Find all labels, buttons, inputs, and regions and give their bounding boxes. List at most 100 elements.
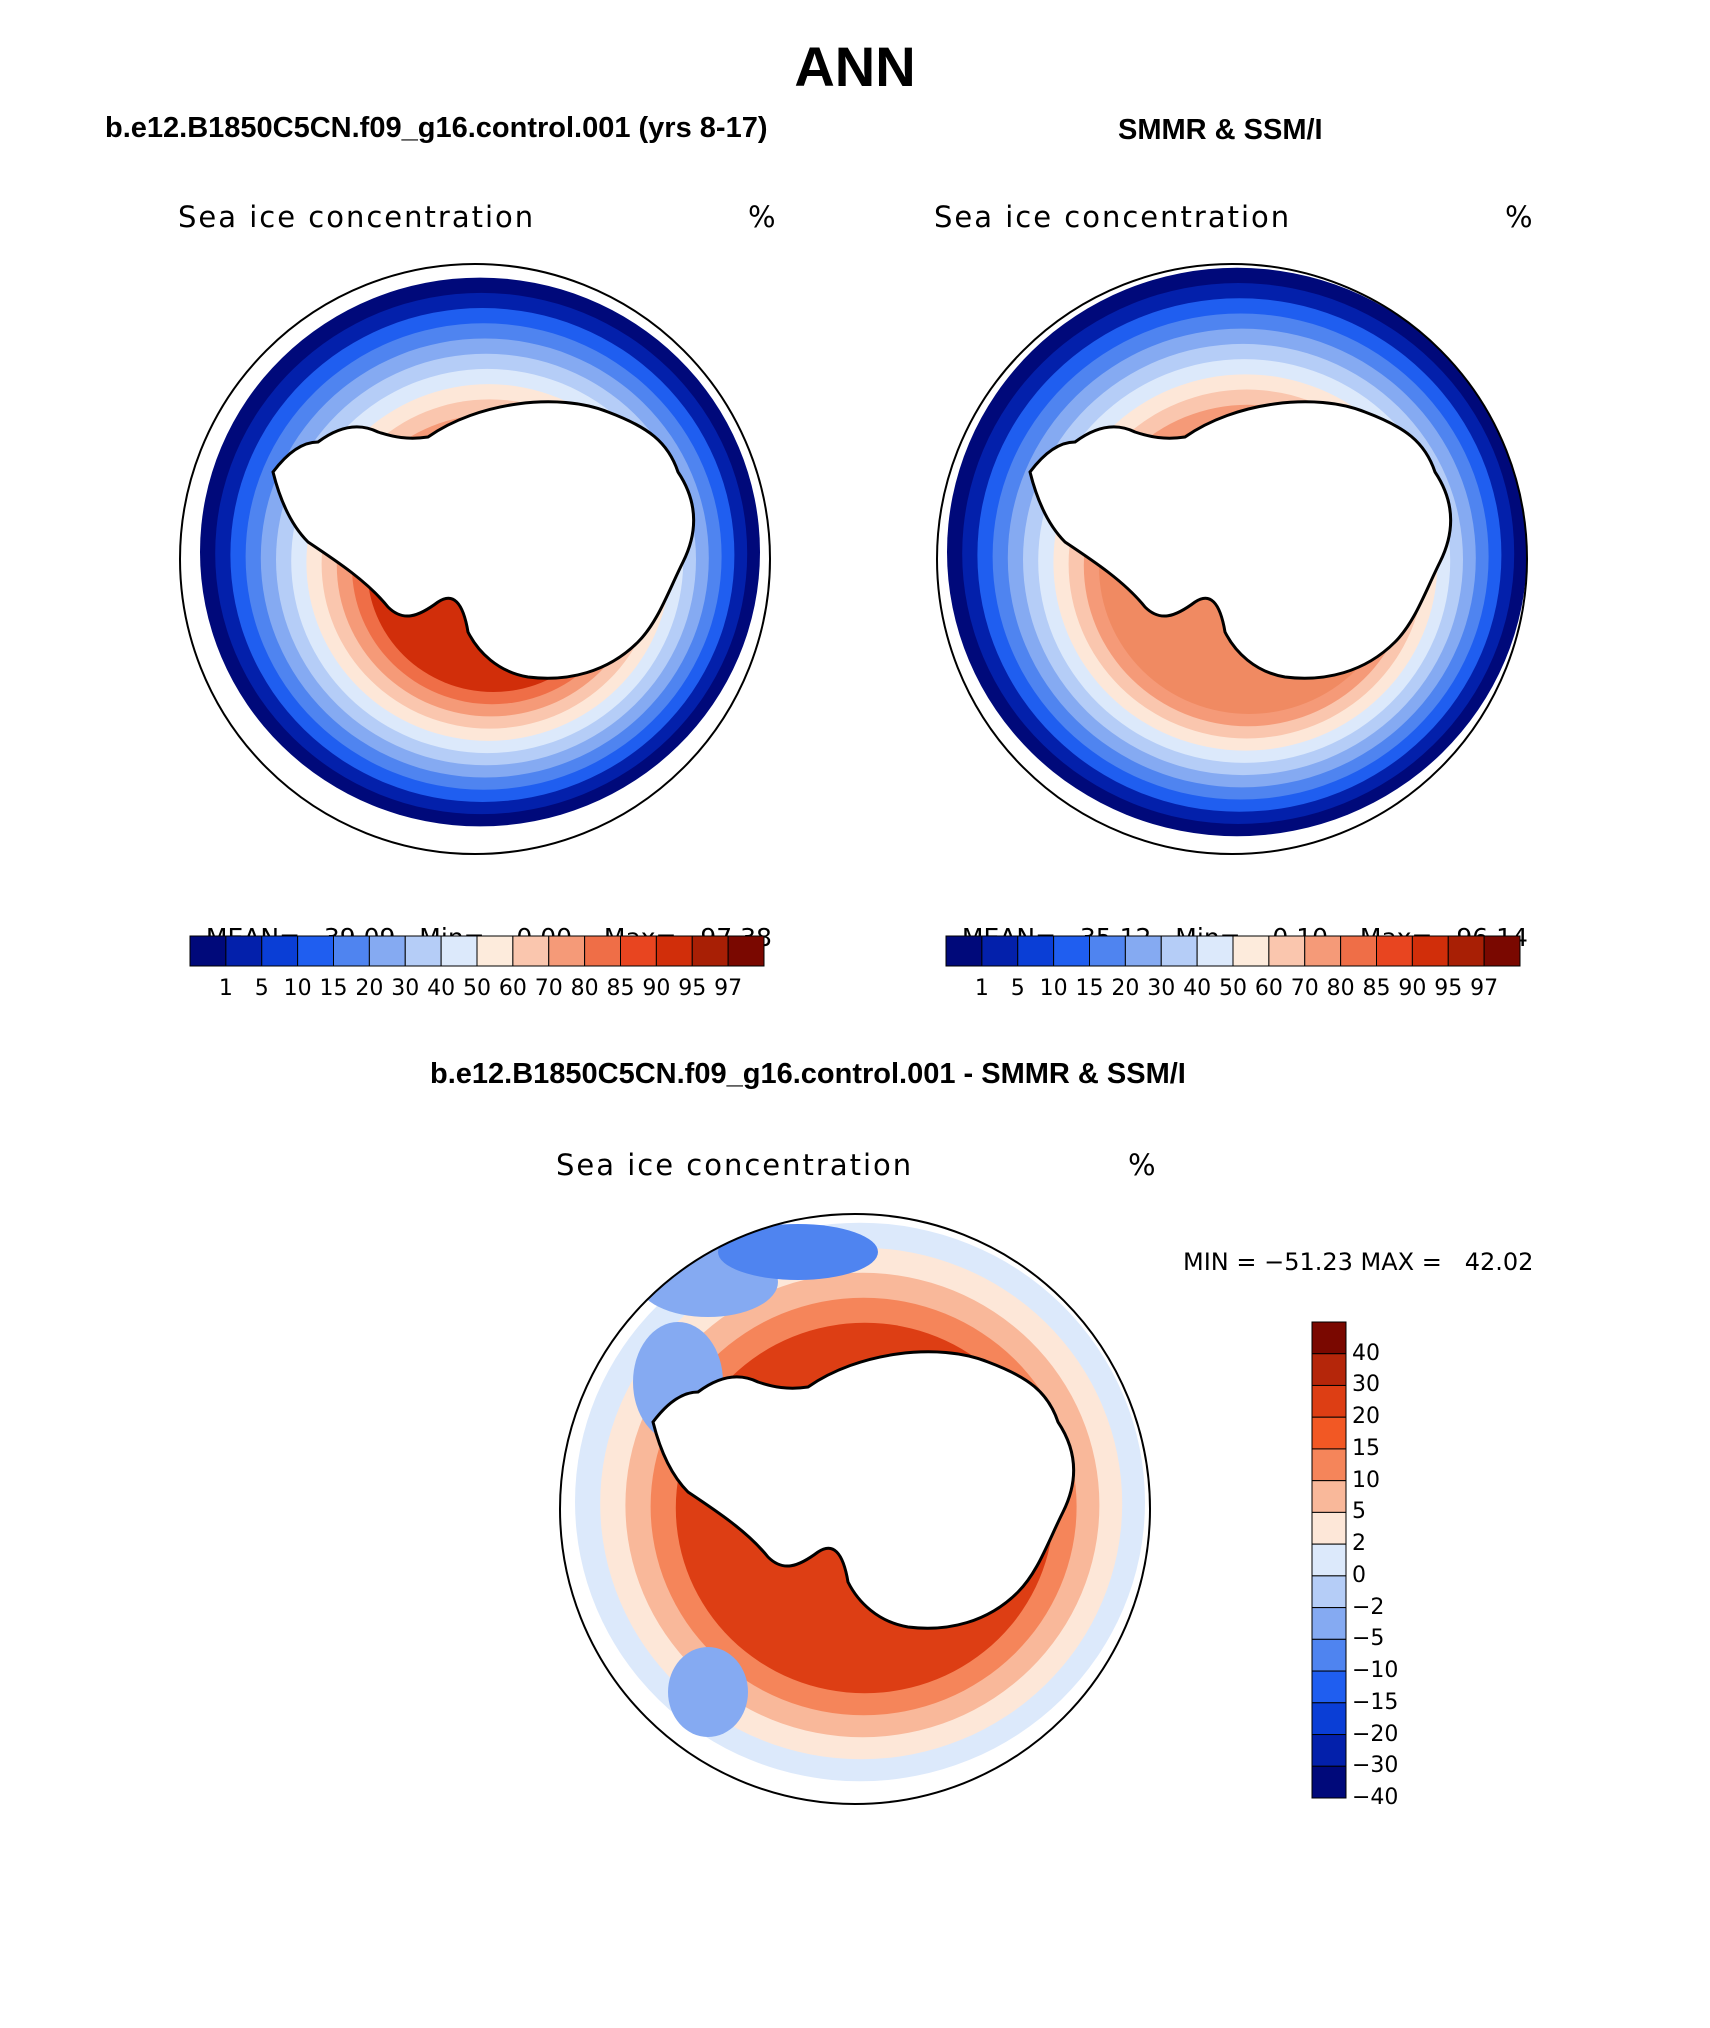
panel1-colorbar-tick-label: 15 <box>319 976 348 1001</box>
panel2-colorbar <box>945 935 1521 967</box>
panel2-colorbar-swatch <box>1376 935 1413 967</box>
panel1-title: b.e12.B1850C5CN.f09_g16.control.001 (yrs… <box>105 112 768 144</box>
diff-units: % <box>1128 1148 1158 1182</box>
diff-colorbar-swatch <box>1311 1480 1347 1513</box>
panel1-colorbar-swatch <box>333 935 370 967</box>
panel2-colorbar-swatch <box>981 935 1019 967</box>
diff-colorbar-swatch <box>1311 1765 1347 1799</box>
panel2-colorbar-swatch <box>1483 935 1521 967</box>
panel2-colorbar-tick-label: 15 <box>1075 976 1104 1001</box>
panel2-colorbar-tick-label: 97 <box>1470 976 1499 1001</box>
figure-title: ANN <box>794 35 916 98</box>
panel2-map-boundary <box>936 263 1528 855</box>
panel2-colorbar-tick-label: 60 <box>1254 976 1283 1001</box>
diff-colorbar-swatch <box>1311 1607 1347 1640</box>
panel2-colorbar-tick-label: 80 <box>1326 976 1355 1001</box>
panel1-colorbar-swatch <box>476 935 514 967</box>
panel2-colorbar-swatch <box>945 935 983 967</box>
panel2-colorbar-swatch <box>1124 935 1162 967</box>
diff-colorbar <box>1311 1321 1347 1799</box>
panel1-colorbar-swatch <box>297 935 334 967</box>
panel2-colorbar-tick-label: 95 <box>1434 976 1463 1001</box>
diff-map-boundary <box>559 1213 1151 1805</box>
panel2-colorbar-swatch <box>1160 935 1198 967</box>
panel2-colorbar-tick-label: 85 <box>1362 976 1391 1001</box>
diff-minmax: MIN = −51.23 MAX = 42.02 <box>1183 1248 1534 1276</box>
panel1-colorbar-swatch <box>368 935 406 967</box>
diff-colorbar-tick-label: −10 <box>1352 1658 1399 1684</box>
diff-colorbar-swatch <box>1311 1543 1347 1577</box>
panel1-colorbar-swatch <box>548 935 586 967</box>
panel2-colorbar-tick-label: 70 <box>1290 976 1319 1001</box>
diff-colorbar-swatch <box>1311 1511 1347 1545</box>
panel1-colorbar-tick-label: 50 <box>463 976 491 1001</box>
diff-colorbar-tick-label: 30 <box>1352 1372 1380 1398</box>
panel2-colorbar-swatch <box>1304 935 1342 967</box>
panel1-colorbar-swatch <box>404 935 442 967</box>
panel1-colorbar-tick-label: 5 <box>254 976 269 1001</box>
panel1-colorbar-tick-label: 70 <box>534 976 563 1001</box>
panel2-colorbar-swatch <box>1089 935 1126 967</box>
panel1-colorbar-tick-label: 80 <box>570 976 599 1001</box>
diff-colorbar-tick-label: −40 <box>1352 1785 1399 1810</box>
diff-colorbar-swatch <box>1311 1448 1347 1482</box>
panel1-colorbar-swatch <box>440 935 478 967</box>
panel2-colorbar-tick-label: 20 <box>1111 976 1140 1001</box>
panel1-colorbar-swatch <box>691 935 729 967</box>
panel1-units: % <box>748 200 778 234</box>
panel1-colorbar-swatch <box>727 935 765 967</box>
diff-colorbar-tick-label: 40 <box>1352 1340 1380 1366</box>
diff-colorbar-swatch <box>1311 1384 1347 1418</box>
panel1-colorbar-tick-label: 60 <box>498 976 527 1001</box>
panel2-colorbar-swatch <box>1053 935 1090 967</box>
panel2-colorbar-tick-label: 50 <box>1219 976 1247 1001</box>
diff-colorbar-tick-label: −30 <box>1352 1753 1399 1779</box>
panel1-colorbar-tick-label: 90 <box>642 976 671 1001</box>
panel2-field-label: Sea ice concentration <box>934 200 1292 234</box>
diff-colorbar-swatch <box>1311 1638 1347 1672</box>
panel2-colorbar-tick-label: 1 <box>974 976 989 1001</box>
diff-colorbar-tick-label: −5 <box>1352 1626 1385 1652</box>
diff-antarctica-coastline <box>651 1350 1076 1630</box>
diff-colorbar-swatch <box>1311 1734 1347 1767</box>
diff-colorbar-ticks: 40 30 20 15 10 5 2 0 −2 −5 −10 −15 −20 −30 −40 <box>1352 1322 1472 1810</box>
panel2-antarctica-coastline <box>1028 400 1453 680</box>
panel1-colorbar-tick-label: 30 <box>391 976 420 1001</box>
panel1-map-boundary <box>179 263 771 855</box>
diff-title: b.e12.B1850C5CN.f09_g16.control.001 - SM… <box>430 1058 1186 1090</box>
panel1-colorbar-swatch <box>225 935 263 967</box>
panel1-colorbar-tick-label: 85 <box>606 976 635 1001</box>
panel1-colorbar-swatch <box>189 935 227 967</box>
panel1-colorbar-tick-label: 1 <box>218 976 233 1001</box>
panel2-colorbar-ticks: 1 5 10 15 20 30 40 50 60 70 80 85 90 95 97 <box>946 976 1520 1004</box>
diff-colorbar-tick-label: 5 <box>1352 1499 1366 1525</box>
panel1-field-label: Sea ice concentration <box>178 200 536 234</box>
diff-negative-anomaly-patch <box>718 1224 878 1280</box>
panel1-colorbar-tick-label: 20 <box>355 976 384 1001</box>
diff-colorbar-tick-label: −20 <box>1352 1721 1399 1747</box>
diff-negative-anomaly-patch <box>668 1647 748 1737</box>
panel1-colorbar-tick-label: 95 <box>678 976 707 1001</box>
panel1-colorbar-tick-label: 40 <box>427 976 456 1001</box>
panel1-colorbar-swatch <box>512 935 550 967</box>
panel2-colorbar-tick-label: 5 <box>1010 976 1025 1001</box>
panel1-map <box>179 263 771 855</box>
panel1-colorbar-swatch <box>261 935 299 967</box>
panel2-colorbar-tick-label: 10 <box>1039 976 1068 1001</box>
panel2-colorbar-swatch <box>1340 935 1377 967</box>
panel2-units: % <box>1505 200 1535 234</box>
diff-colorbar-swatch <box>1311 1416 1347 1450</box>
panel1-colorbar-tick-label: 97 <box>714 976 743 1001</box>
diff-colorbar-tick-label: 10 <box>1352 1467 1380 1493</box>
diff-field-label: Sea ice concentration <box>556 1148 914 1182</box>
panel2-map <box>936 263 1528 855</box>
panel1-colorbar-swatch <box>620 935 657 967</box>
diff-colorbar-tick-label: 20 <box>1352 1404 1380 1430</box>
panel2-title: SMMR & SSM/I <box>1118 114 1323 146</box>
diff-colorbar-tick-label: −2 <box>1352 1594 1385 1620</box>
panel2-colorbar-swatch <box>1017 935 1055 967</box>
diff-map <box>559 1213 1151 1805</box>
panel2-colorbar-tick-label: 40 <box>1183 976 1212 1001</box>
diff-colorbar-tick-label: 2 <box>1352 1531 1366 1557</box>
panel1-colorbar-swatch <box>655 935 693 967</box>
